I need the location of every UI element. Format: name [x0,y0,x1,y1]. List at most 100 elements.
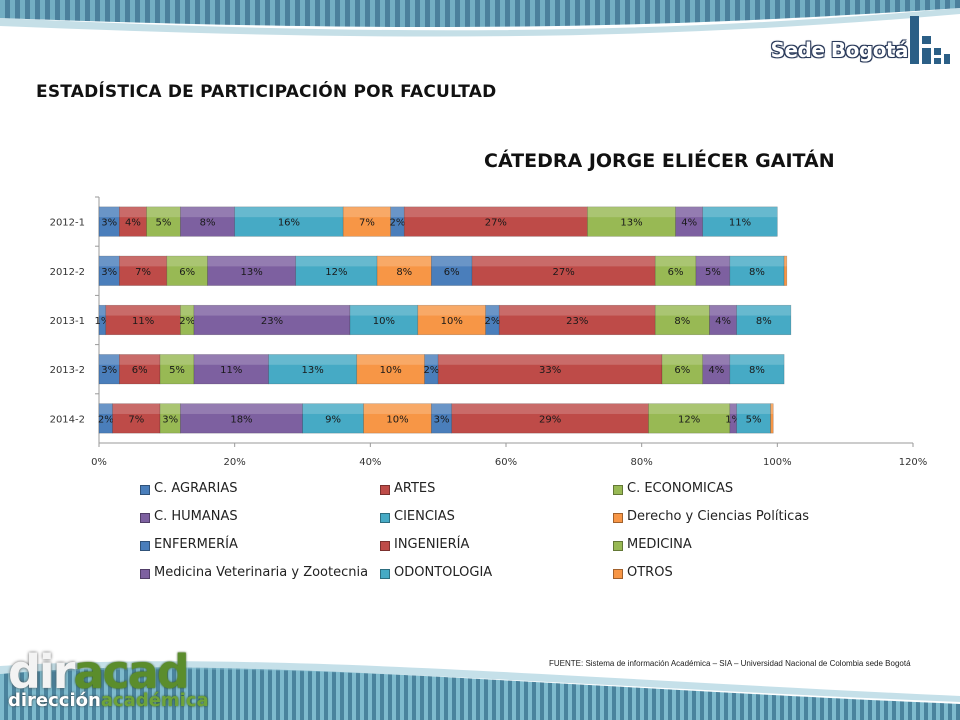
bar-segment-highlight [193,305,350,316]
data-label: 8% [756,316,772,327]
data-label: 18% [230,414,252,425]
bar-segment [193,354,269,385]
legend-swatch [613,485,623,495]
legend-swatch [613,513,623,523]
data-label: 6% [444,267,460,278]
data-label: 8% [200,218,216,229]
data-label: 2% [423,365,439,376]
data-label: 3% [162,414,178,425]
bar-segment [709,304,737,336]
data-label: 2% [390,218,406,229]
data-label: 3% [101,267,117,278]
bar-segment-highlight [390,206,405,218]
legend-swatch [613,569,623,579]
data-label: 9% [325,414,341,425]
bar-segment [783,255,788,286]
bar-segment [695,255,731,286]
data-label: 12% [325,267,347,278]
bar-segment [729,255,785,286]
bar-segment-highlight [363,403,432,414]
bar-segment [417,304,486,336]
bar-segment-highlight [485,305,500,316]
data-label: 4% [715,316,731,327]
bar-segment-highlight [119,256,167,267]
y-tick-label: 2012-1 [50,218,85,229]
data-label: 23% [261,316,283,327]
bar-segment [166,255,208,286]
data-label: 10% [380,365,402,376]
stacked-bar-chart: 0% 20% 40% 60% 80% 100% 120% 2012-1 3% 4% 5% 8% 16% 7… [50,196,927,468]
bar-segment [498,304,656,336]
data-label: 11% [220,365,242,376]
legend-label: C. HUMANAS [154,509,238,524]
data-label: 7% [135,267,151,278]
data-label: 6% [668,267,684,278]
data-label: 7% [359,218,375,229]
bar-segment [349,304,419,336]
data-label: 2% [98,414,114,425]
bar-segment [268,354,358,385]
bar-segment-highlight [112,403,161,414]
bar-segment [675,206,704,237]
bar-segment-highlight [736,305,791,316]
y-tick-label: 2014-2 [50,414,85,425]
legend-label: Medicina Veterinaria y Zootecnia [154,565,369,580]
bar-segment-highlight [424,354,439,365]
bar-segment [654,304,710,336]
bar-segment [207,255,297,286]
bar-segment-highlight [349,305,418,316]
data-label: 5% [705,267,721,278]
bar-segment-highlight [180,305,194,316]
data-label: 8% [749,267,765,278]
logo-sub-b: académica [100,690,209,711]
data-label: 7% [128,414,144,425]
bar-segment-highlight [709,305,737,316]
bar-segment-highlight [160,354,194,365]
data-label: 11% [132,316,154,327]
data-label: 16% [278,218,300,229]
bar-segment [437,354,663,385]
data-label: 10% [373,316,395,327]
diracad-logo: diracad direcciónacadémica [8,649,209,711]
data-label: 10% [441,316,463,327]
bar-segment [702,206,778,237]
x-tick-label: 60% [495,457,517,468]
data-label: 5% [746,414,762,425]
data-label: 5% [169,365,185,376]
bar-segment [770,403,774,434]
bar-segment-highlight [146,206,181,218]
data-label: 8% [749,365,765,376]
bar-segment [356,354,425,385]
footer-decoration [0,661,960,720]
bar-segment-highlight [377,256,432,267]
legend-swatch [380,485,390,495]
legend-label: CIENCIAS [394,509,455,524]
data-label: 29% [539,414,561,425]
x-tick-label: 40% [359,457,381,468]
legend-swatch [140,541,150,551]
legend-label: INGENIERÍA [394,537,470,552]
bar-segment [295,255,378,286]
bar-segment [119,354,161,385]
bar-segment-highlight [99,305,106,316]
bar-segment [736,304,792,336]
bar-segment-highlight [105,305,181,316]
data-label: 8% [396,267,412,278]
bar-segment-highlight [119,206,147,218]
brand-logo: Sede Bogotá [760,0,960,70]
bar-segment-highlight [770,403,774,414]
bar-segment [159,354,195,385]
bar-segment-highlight [451,403,649,414]
bar-segment [376,255,432,286]
bar-segment-highlight [702,206,778,218]
legend-swatch [380,513,390,523]
logo-main-a: dir [8,645,75,699]
bar-segment-highlight [729,256,785,267]
bar-segment-highlight [655,256,696,267]
legend-label: ENFERMERÍA [154,537,238,552]
bar-segment-highlight [729,403,737,414]
x-tick-label: 80% [631,457,653,468]
bar-segment-highlight [431,403,452,414]
data-label: 2% [179,316,195,327]
bar-segment-highlight [268,354,357,365]
